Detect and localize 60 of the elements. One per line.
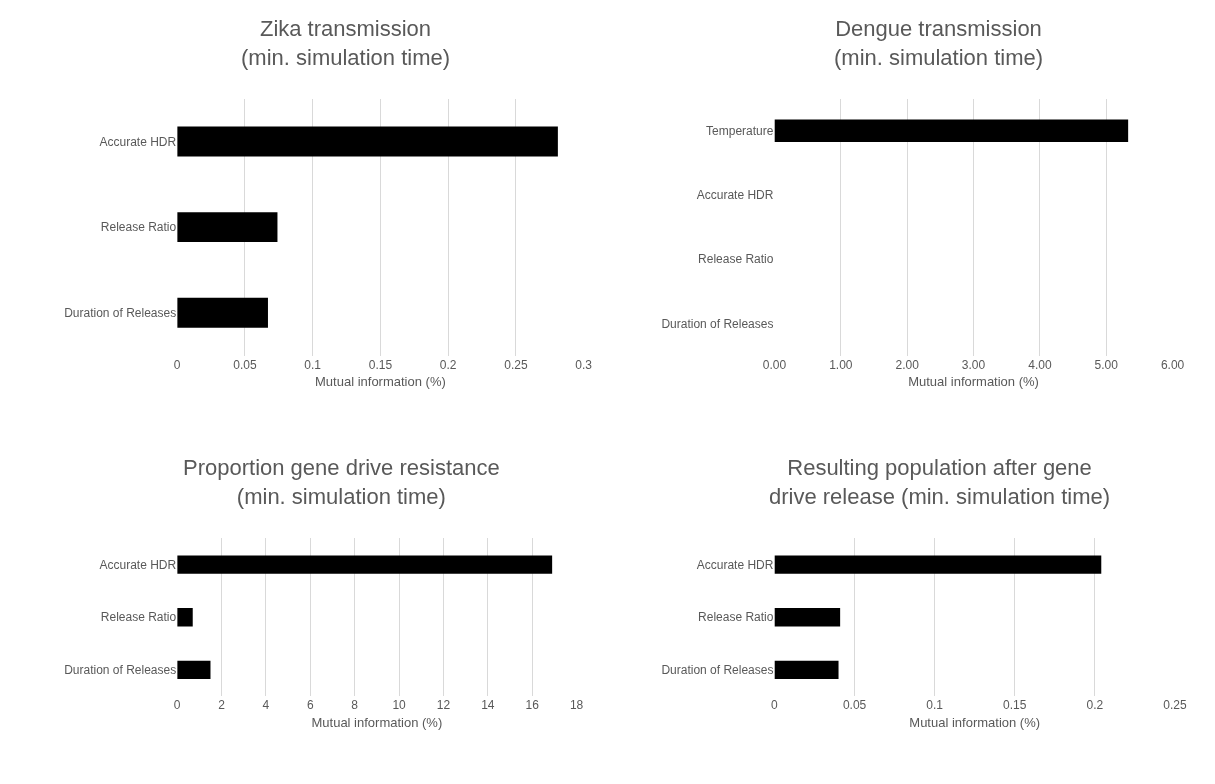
x-axis-title: Mutual information (%) <box>908 374 1039 390</box>
x-axis-title: Mutual information (%) <box>909 714 1041 730</box>
bar <box>774 555 1102 574</box>
x-tick-label: 6 <box>306 698 314 713</box>
x-tick-label: 0.1 <box>926 698 944 713</box>
y-tick-label: Duration of Releases <box>64 663 177 678</box>
x-tick-label: 0.05 <box>233 357 257 372</box>
x-tick-label: 0 <box>173 698 181 713</box>
bar <box>774 608 841 627</box>
x-tick-label: 5.00 <box>1094 357 1119 372</box>
chart-title: Proportion gene drive resistance (min. simulation time) <box>183 455 500 509</box>
y-tick-label: Release Ratio <box>698 252 774 267</box>
x-tick-label: 0.1 <box>304 357 322 372</box>
x-tick-label: 6.00 <box>1160 357 1185 372</box>
bar <box>177 608 193 627</box>
x-axis-title: Mutual information (%) <box>311 714 443 730</box>
y-tick-label: Accurate HDR <box>99 134 177 149</box>
x-tick-label: 0.25 <box>504 357 528 372</box>
x-tick-label: 14 <box>481 698 495 713</box>
bar <box>177 212 278 243</box>
y-tick-label: Release Ratio <box>100 610 177 625</box>
x-tick-label: 8 <box>351 698 359 713</box>
bar <box>177 660 211 680</box>
y-tick-label: Temperature <box>706 123 774 138</box>
x-tick-label: 4 <box>262 698 270 713</box>
y-tick-label: Accurate HDR <box>696 557 774 572</box>
x-tick-label: 0.15 <box>1003 698 1027 713</box>
y-tick-label: Duration of Releases <box>661 663 774 678</box>
x-tick-label: 0 <box>771 698 779 713</box>
x-tick-label: 0.05 <box>842 698 867 713</box>
x-tick-label: 0.15 <box>368 357 393 372</box>
bar <box>177 126 558 157</box>
x-tick-label: 3.00 <box>961 357 986 372</box>
y-tick-label: Accurate HDR <box>99 557 177 572</box>
x-tick-label: 16 <box>525 698 540 713</box>
x-tick-label: 0 <box>173 357 181 372</box>
x-tick-label: 2 <box>218 698 226 713</box>
x-tick-label: 1.00 <box>829 357 853 372</box>
x-tick-label: 18 <box>569 698 584 713</box>
y-tick-label: Duration of Releases <box>661 316 774 331</box>
x-tick-label: 12 <box>436 698 451 713</box>
bar <box>177 297 268 328</box>
x-tick-label: 10 <box>392 698 407 713</box>
y-tick-label: Release Ratio <box>100 220 177 235</box>
x-tick-label: 0.3 <box>575 357 593 372</box>
bar <box>774 660 839 680</box>
x-tick-label: 0.00 <box>762 357 787 372</box>
x-tick-label: 2.00 <box>895 357 920 372</box>
y-tick-label: Accurate HDR <box>696 188 774 203</box>
x-axis-title: Mutual information (%) <box>315 374 446 390</box>
chart-title: Zika transmission (min. simulation time) <box>241 16 451 70</box>
chart-title: Dengue transmission (min. simulation time) <box>834 16 1044 70</box>
x-tick-label: 4.00 <box>1028 357 1052 372</box>
x-tick-label: 0.2 <box>439 357 457 372</box>
y-tick-label: Release Ratio <box>698 610 774 625</box>
y-tick-label: Duration of Releases <box>64 305 177 320</box>
x-tick-label: 0.25 <box>1163 698 1187 713</box>
bar <box>177 555 553 574</box>
chart-title: Resulting population after gene drive release (min. simulation time) <box>769 455 1111 509</box>
x-tick-label: 0.2 <box>1086 698 1104 713</box>
